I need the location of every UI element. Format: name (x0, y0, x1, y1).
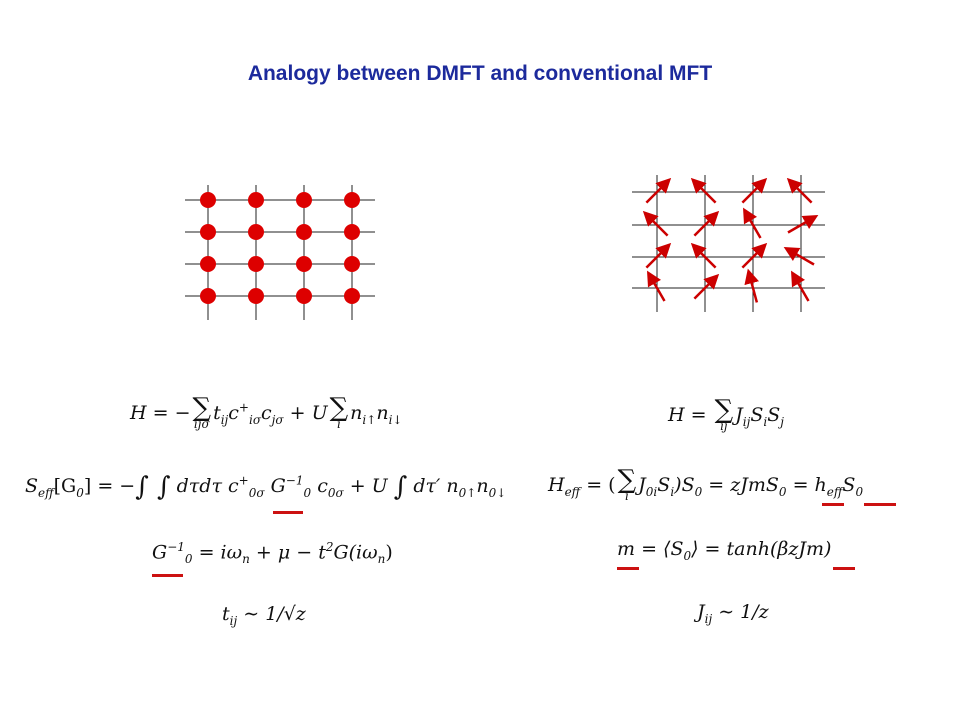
lattice-site-dot (200, 288, 216, 304)
spin-arrow (690, 242, 717, 269)
lattice-site-dot (200, 256, 216, 272)
lattice-site-dot (344, 192, 360, 208)
spin-arrow (741, 177, 768, 204)
mft-hamiltonian: H = ∑ ij JijSiSj (668, 395, 784, 433)
highlight-underline-m (822, 503, 844, 506)
lattice-site-dot (248, 224, 264, 240)
spin-arrow (786, 177, 813, 204)
spin-arrow (690, 177, 717, 204)
dmft-weiss-field-equation: G−10 = iωn + μ − t2G(iωn) (152, 540, 393, 567)
spin-arrow (790, 270, 810, 302)
lattice-site-dot (344, 256, 360, 272)
lattice-site-dot (248, 192, 264, 208)
highlight-underline-m-lhs (617, 567, 639, 570)
lattice-site-dot (248, 256, 264, 272)
highlight-underline-weiss-lhs (152, 574, 183, 577)
lattice-site-dot (296, 224, 312, 240)
lattice-site-dot (200, 192, 216, 208)
mft-self-consistency: m = ⟨S0⟩ = tanh(βzJm) (617, 538, 832, 563)
slide-title: Analogy between DMFT and conventional MF… (247, 62, 713, 85)
spin-lattice-diagram (632, 175, 825, 312)
lattice-site-dot (344, 288, 360, 304)
dmft-hamiltonian: H = − ∑ ijσ tijc+iσcjσ + U ∑ i ni↑ni↓ (130, 393, 403, 431)
highlight-underline-weiss-action (273, 511, 303, 514)
lattice-sites (200, 192, 360, 304)
spin-arrow (645, 242, 672, 269)
highlight-underline-m-rhs (833, 567, 855, 570)
spin-arrow (693, 273, 720, 300)
spin-arrow (645, 177, 672, 204)
spin-arrow (642, 210, 669, 237)
spin-arrow (742, 207, 762, 239)
lattice-site-dot (296, 192, 312, 208)
spin-arrows (642, 177, 819, 303)
lattice-site-dot (200, 224, 216, 240)
spin-arrow (744, 268, 759, 303)
dmft-hopping-scaling: tij ∼ 1/√z (222, 603, 306, 628)
highlight-underline-heff (864, 503, 896, 506)
mft-exchange-scaling: Jij ∼ 1/z (697, 601, 769, 626)
spin-arrow (741, 242, 768, 269)
lattice-site-dot (344, 224, 360, 240)
mft-effective-hamiltonian: Heff = (∑ i J0iSi)S0 = zJmS0 = heffS0 (548, 465, 864, 503)
dmft-effective-action: Seff[G0] = −∫ ∫ dτdτ c+0σ G−10 c0σ + U ∫… (25, 472, 507, 502)
spin-arrow (693, 210, 720, 237)
lattice-site-dot (296, 256, 312, 272)
spin-arrow (783, 247, 815, 266)
spin-arrow (646, 270, 666, 302)
lattice-site-dot (248, 288, 264, 304)
lattice-site-dot (296, 288, 312, 304)
electron-lattice-diagram (185, 185, 375, 320)
spin-arrow (787, 215, 819, 234)
